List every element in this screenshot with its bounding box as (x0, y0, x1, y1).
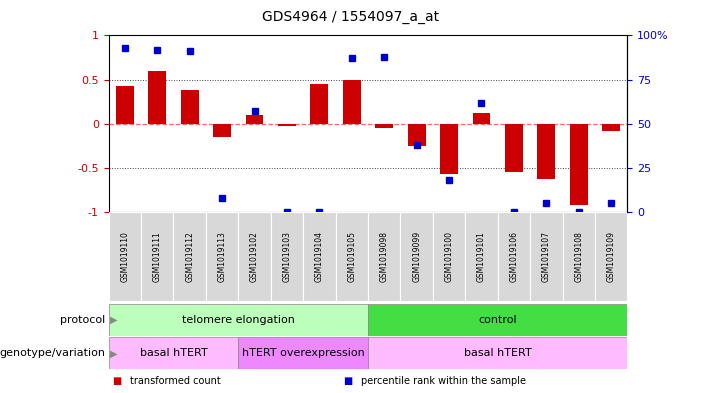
Text: GSM1019109: GSM1019109 (606, 231, 615, 282)
Text: GSM1019104: GSM1019104 (315, 231, 324, 282)
Bar (400, 212, 433, 301)
Text: GSM1019105: GSM1019105 (347, 231, 356, 282)
Text: GSM1019103: GSM1019103 (283, 231, 292, 282)
Bar (278, 124, 296, 126)
Bar (498, 212, 530, 301)
Bar (206, 212, 238, 301)
Text: GSM1019110: GSM1019110 (121, 231, 130, 282)
Bar (245, 115, 264, 124)
Bar (271, 212, 303, 301)
Bar (109, 212, 141, 301)
Bar (538, 124, 555, 178)
Bar (343, 79, 361, 124)
Bar (174, 212, 206, 301)
Bar (368, 337, 627, 369)
Bar (602, 124, 620, 131)
Bar (238, 337, 368, 369)
Text: GSM1019108: GSM1019108 (574, 231, 583, 282)
Text: ■: ■ (343, 376, 353, 386)
Text: hTERT overexpression: hTERT overexpression (242, 348, 365, 358)
Text: GSM1019098: GSM1019098 (380, 231, 389, 282)
Bar (505, 124, 523, 173)
Text: GSM1019102: GSM1019102 (250, 231, 259, 282)
Text: GSM1019107: GSM1019107 (542, 231, 551, 282)
Bar (303, 212, 336, 301)
Bar (375, 124, 393, 128)
Text: GSM1019111: GSM1019111 (153, 231, 162, 282)
Text: genotype/variation: genotype/variation (0, 348, 105, 358)
Bar (238, 212, 271, 301)
Bar (368, 212, 400, 301)
Bar (440, 124, 458, 174)
Bar (530, 212, 562, 301)
Bar (595, 212, 627, 301)
Text: transformed count: transformed count (130, 376, 220, 386)
Bar (570, 124, 587, 205)
Bar (336, 212, 368, 301)
Bar (562, 212, 595, 301)
Text: protocol: protocol (60, 315, 105, 325)
Text: percentile rank within the sample: percentile rank within the sample (361, 376, 526, 386)
Text: GSM1019113: GSM1019113 (217, 231, 226, 282)
Bar (433, 212, 465, 301)
Text: ■: ■ (112, 376, 121, 386)
Text: GSM1019101: GSM1019101 (477, 231, 486, 282)
Bar (181, 90, 198, 124)
Bar (109, 304, 368, 336)
Text: control: control (478, 315, 517, 325)
Text: GSM1019112: GSM1019112 (185, 231, 194, 282)
Text: GDS4964 / 1554097_a_at: GDS4964 / 1554097_a_at (262, 10, 439, 24)
Bar (149, 71, 166, 124)
Text: telomere elongation: telomere elongation (182, 315, 295, 325)
Text: basal hTERT: basal hTERT (464, 348, 531, 358)
Bar (465, 212, 498, 301)
Text: GSM1019106: GSM1019106 (510, 231, 519, 282)
Text: GSM1019100: GSM1019100 (444, 231, 454, 282)
Bar (408, 124, 426, 146)
Text: GSM1019099: GSM1019099 (412, 231, 421, 282)
Text: ▶: ▶ (110, 315, 118, 325)
Bar (213, 124, 231, 137)
Text: ▶: ▶ (110, 348, 118, 358)
Text: basal hTERT: basal hTERT (139, 348, 207, 358)
Bar (141, 212, 174, 301)
Bar (109, 337, 238, 369)
Bar (116, 86, 134, 124)
Bar (311, 84, 328, 124)
Bar (368, 304, 627, 336)
Bar (472, 113, 491, 124)
